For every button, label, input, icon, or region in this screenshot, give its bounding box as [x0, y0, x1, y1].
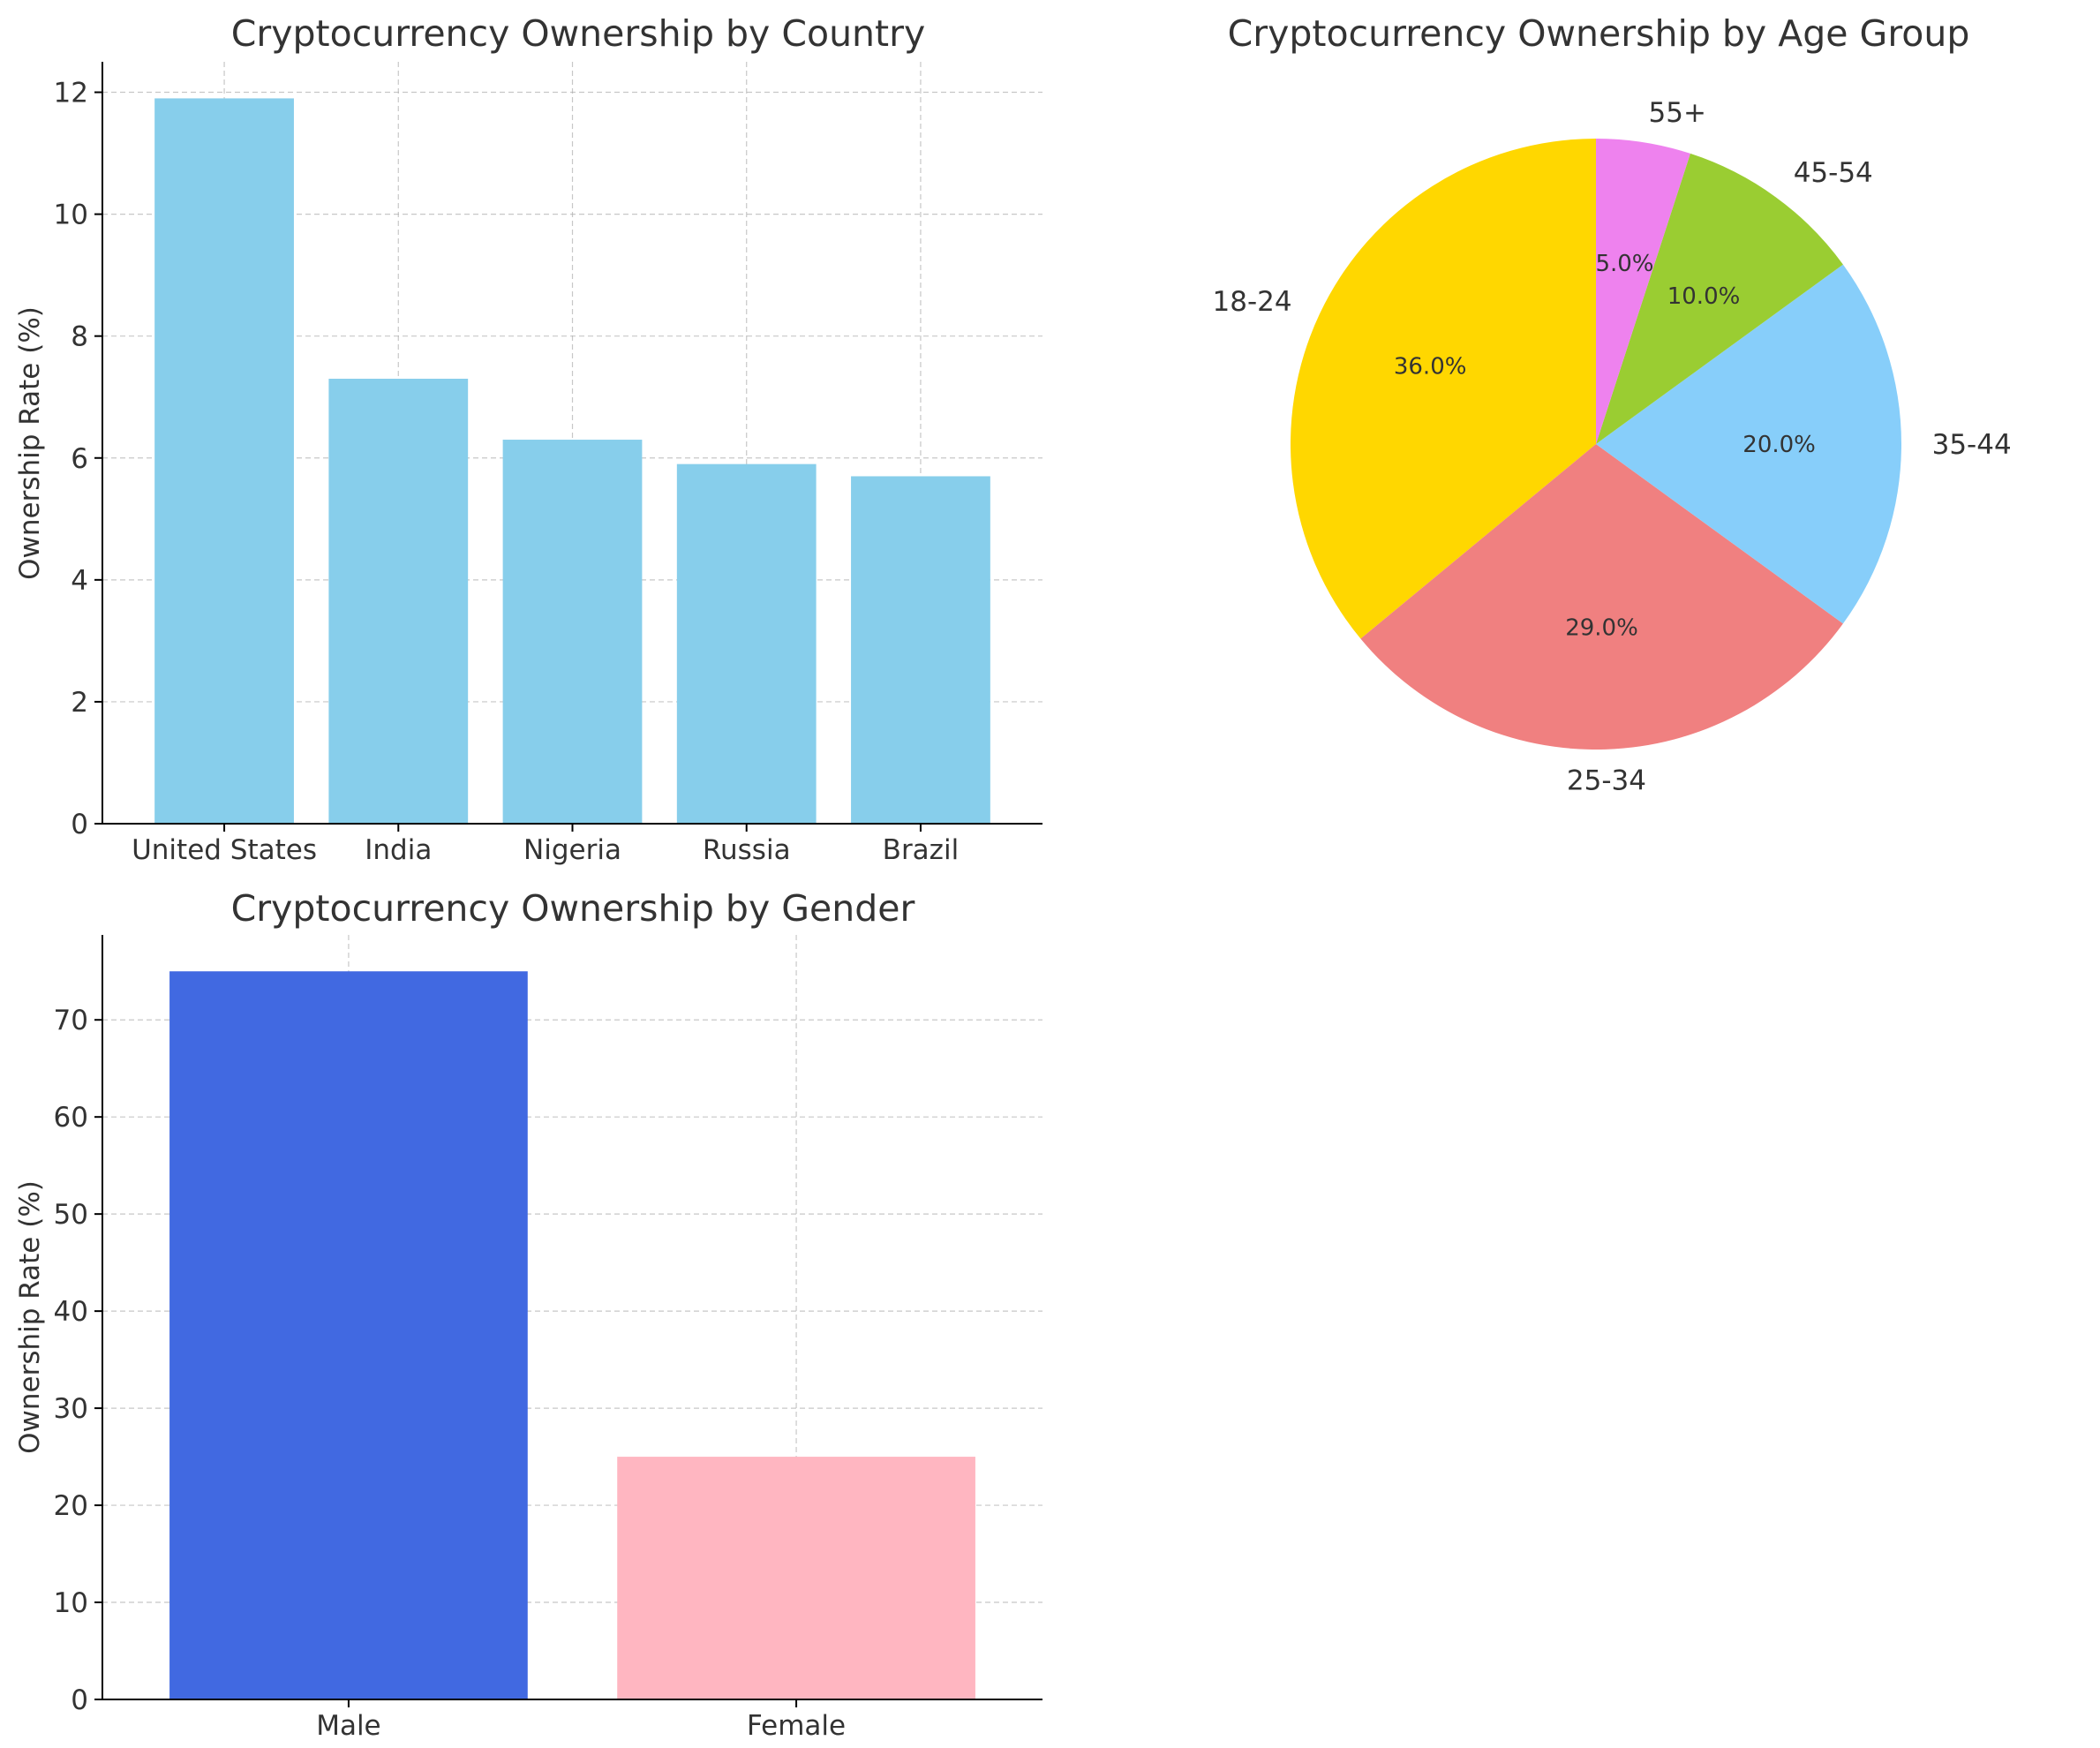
gender-y-tick-label: 20: [54, 1490, 88, 1522]
country-bar-chart: Cryptocurrency Ownership by Country 0 2 4 6…: [14, 12, 1042, 866]
age-pie-percent-label: 20.0%: [1742, 432, 1816, 458]
age-pie-slice: [1360, 444, 1843, 750]
gender-y-ticks: 0 10 20 30 40 50 60 70: [54, 1005, 102, 1716]
country-bar: [328, 379, 469, 824]
gender-y-tick-label: 30: [54, 1393, 88, 1425]
gender-y-tick-label: 0: [71, 1684, 88, 1716]
gender-y-tick-label: 40: [54, 1296, 88, 1328]
gender-y-tick-label: 70: [54, 1005, 88, 1036]
age-pie-category-label: 45-54: [1794, 157, 1873, 189]
gender-chart-title: Cryptocurrency Ownership by Gender: [231, 887, 915, 930]
gender-y-tick-label: 60: [54, 1102, 88, 1134]
country-bar: [851, 476, 990, 824]
country-y-tick-label: 6: [71, 443, 88, 475]
country-x-ticks: United States India Nigeria Russia Brazil: [132, 824, 959, 866]
country-x-tick-label: India: [365, 834, 432, 866]
country-x-tick-label: Brazil: [883, 834, 960, 866]
age-pie-slices: [1291, 139, 1901, 750]
country-x-tick-label: United States: [132, 834, 317, 866]
country-y-tick-label: 8: [71, 321, 88, 353]
age-pie-category-label: 55+: [1649, 97, 1706, 129]
country-x-tick-label: Nigeria: [523, 834, 621, 866]
country-y-axis-label: Ownership Rate (%): [14, 306, 46, 580]
age-pie-chart: Cryptocurrency Ownership by Age Group 36…: [1213, 12, 2012, 796]
country-y-tick-label: 12: [54, 78, 88, 109]
age-pie-percent-label: 36.0%: [1394, 354, 1467, 380]
country-x-tick-label: Russia: [703, 834, 791, 866]
country-bar: [154, 98, 294, 824]
country-y-tick-label: 4: [71, 565, 88, 597]
age-pie-category-label: 25-34: [1567, 765, 1646, 796]
gender-bar: [617, 1457, 975, 1699]
gender-y-axis-label: Ownership Rate (%): [14, 1180, 46, 1454]
age-pie-slice: [1596, 264, 1901, 624]
gender-bar-chart: Cryptocurrency Ownership by Gender 0 10 20…: [14, 887, 1042, 1742]
country-y-ticks: 0 2 4 6 8 10 12: [54, 78, 102, 840]
gender-y-tick-label: 50: [54, 1199, 88, 1231]
country-bars: [154, 98, 990, 824]
age-pie-slice: [1596, 139, 1690, 444]
age-pie-slice: [1291, 139, 1596, 639]
age-pie-percent-label: 29.0%: [1565, 614, 1638, 641]
age-pie-labels: 36.0% 18-24 29.0% 25-34 20.0% 35-44 10.0% 45-54…: [1213, 97, 2012, 796]
age-chart-title: Cryptocurrency Ownership by Age Group: [1228, 12, 1970, 55]
gender-axes: [102, 935, 1042, 1700]
gender-x-ticks: Male Female: [316, 1699, 846, 1742]
age-pie-percent-label: 5.0%: [1595, 251, 1653, 277]
age-pie-slice: [1596, 153, 1843, 444]
age-pie-percent-label: 10.0%: [1667, 283, 1741, 310]
age-pie-category-label: 35-44: [1932, 429, 2012, 461]
country-chart-title: Cryptocurrency Ownership by Country: [231, 12, 925, 55]
country-bar: [676, 463, 817, 824]
country-bar: [502, 440, 643, 824]
country-y-tick-label: 0: [71, 809, 88, 840]
gender-y-tick-label: 10: [54, 1587, 88, 1619]
gender-x-tick-label: Male: [316, 1710, 380, 1742]
country-y-tick-label: 10: [54, 200, 88, 231]
gender-x-tick-label: Female: [747, 1710, 846, 1742]
country-y-tick-label: 2: [71, 687, 88, 719]
age-pie-category-label: 18-24: [1213, 286, 1292, 318]
gender-bar: [169, 971, 528, 1699]
gender-bars: [169, 971, 975, 1699]
